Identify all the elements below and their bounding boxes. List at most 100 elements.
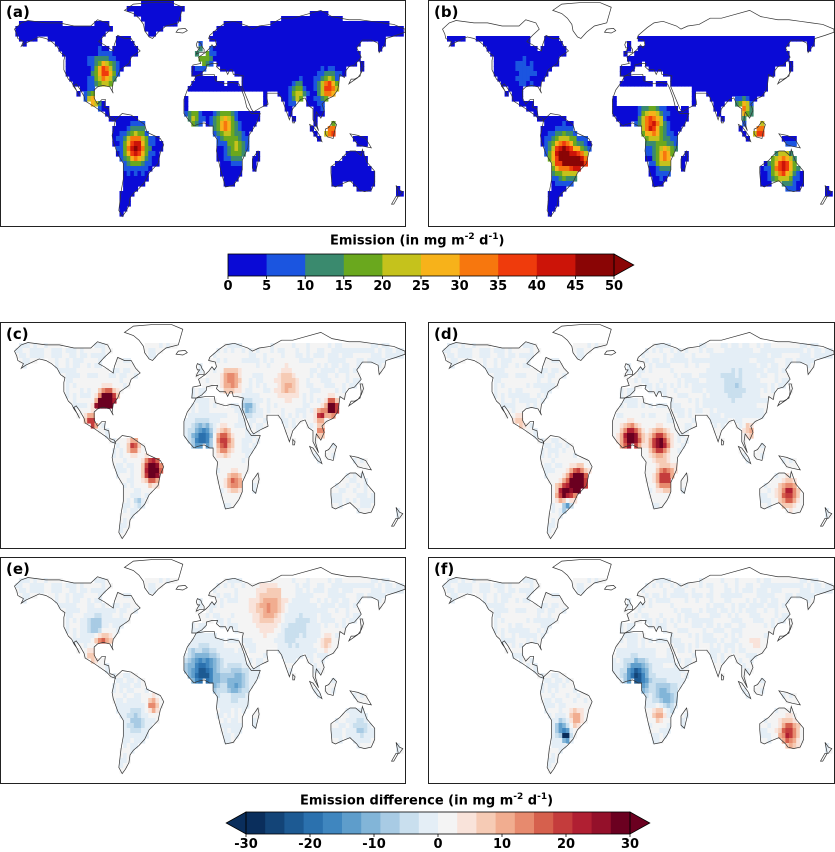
heatmap-cell bbox=[763, 358, 768, 364]
heatmap-cell bbox=[555, 116, 560, 122]
heatmap-cell bbox=[72, 373, 78, 379]
heatmap-cell bbox=[76, 358, 81, 364]
heatmap-cell bbox=[317, 378, 322, 384]
heatmap-cell bbox=[220, 86, 225, 92]
heatmap-cell bbox=[331, 503, 336, 509]
heatmap-cell bbox=[234, 363, 239, 369]
heatmap-cell bbox=[223, 171, 228, 177]
heatmap-cell bbox=[108, 76, 113, 82]
heatmap-cell bbox=[234, 61, 239, 67]
heatmap-cell bbox=[306, 81, 311, 87]
heatmap-cell bbox=[295, 66, 300, 72]
heatmap-cell bbox=[108, 438, 113, 444]
heatmap-cell bbox=[756, 353, 761, 359]
heatmap-cell bbox=[381, 41, 386, 47]
heatmap-cell bbox=[637, 438, 642, 444]
heatmap-cell bbox=[655, 151, 660, 157]
heatmap-cell bbox=[123, 146, 128, 152]
heatmap-cell bbox=[320, 71, 325, 77]
heatmap-cell bbox=[212, 443, 218, 449]
heatmap-cell bbox=[745, 413, 750, 419]
heatmap-cell bbox=[352, 478, 358, 484]
heatmap-cell bbox=[745, 81, 750, 87]
heatmap-cell bbox=[245, 448, 250, 454]
heatmap-cell bbox=[345, 478, 350, 484]
heatmap-cell bbox=[266, 408, 271, 414]
heatmap-cell bbox=[767, 363, 772, 369]
heatmap-cell bbox=[727, 413, 732, 419]
heatmap-cell bbox=[670, 418, 675, 424]
heatmap-cell bbox=[338, 363, 343, 369]
heatmap-cell bbox=[356, 478, 361, 484]
heatmap-cell bbox=[551, 373, 556, 379]
heatmap-cell bbox=[202, 423, 207, 429]
heatmap-cell bbox=[309, 388, 315, 394]
heatmap-cell bbox=[684, 51, 689, 57]
heatmap-cell bbox=[501, 348, 506, 354]
heatmap-cell bbox=[677, 111, 682, 117]
heatmap-cell bbox=[623, 116, 628, 122]
heatmap-cell bbox=[731, 383, 736, 389]
heatmap-cell bbox=[223, 26, 228, 32]
heatmap-cell bbox=[324, 66, 329, 72]
heatmap-cell bbox=[223, 438, 228, 444]
heatmap-cell bbox=[641, 373, 646, 379]
heatmap-cell bbox=[209, 51, 214, 57]
heatmap-cell bbox=[320, 36, 325, 42]
heatmap-cell bbox=[547, 378, 552, 384]
heatmap-cell bbox=[306, 46, 311, 52]
heatmap-cell bbox=[396, 513, 401, 519]
heatmap-cell bbox=[655, 56, 660, 62]
heatmap-cell bbox=[558, 136, 563, 142]
heatmap-cell bbox=[352, 383, 358, 389]
heatmap-cell bbox=[238, 458, 243, 464]
heatmap-cell bbox=[349, 36, 354, 42]
heatmap-cell bbox=[194, 81, 200, 87]
heatmap-cell bbox=[313, 81, 318, 87]
heatmap-cell bbox=[655, 36, 660, 42]
heatmap-cell bbox=[519, 403, 524, 409]
heatmap-cell bbox=[630, 81, 635, 87]
heatmap-cell bbox=[90, 51, 95, 57]
heatmap-cell bbox=[216, 428, 221, 434]
heatmap-cell bbox=[724, 36, 729, 42]
heatmap-cell bbox=[713, 71, 718, 77]
heatmap-cell bbox=[281, 348, 286, 354]
heatmap-cell bbox=[119, 191, 124, 197]
heatmap-cell bbox=[220, 438, 225, 444]
heatmap-cell bbox=[673, 106, 678, 112]
heatmap-cell bbox=[288, 86, 293, 92]
heatmap-cell bbox=[112, 46, 117, 52]
heatmap-cell bbox=[630, 438, 635, 444]
heatmap-cell bbox=[255, 473, 261, 479]
heatmap-cell bbox=[663, 151, 668, 157]
heatmap-cell bbox=[284, 66, 289, 72]
heatmap-cell bbox=[727, 56, 732, 62]
heatmap-cell bbox=[677, 126, 682, 132]
heatmap-cell bbox=[760, 51, 765, 57]
heatmap-cell bbox=[753, 358, 758, 364]
heatmap-cell bbox=[684, 66, 689, 72]
heatmap-cell bbox=[259, 348, 264, 354]
heatmap-cell bbox=[334, 483, 340, 489]
heatmap-cell bbox=[702, 61, 707, 67]
heatmap-cell bbox=[277, 41, 282, 47]
heatmap-cell bbox=[87, 353, 92, 359]
heatmap-cell bbox=[681, 428, 686, 434]
heatmap-cell bbox=[724, 41, 729, 47]
heatmap-cell bbox=[87, 36, 92, 42]
heatmap-cell bbox=[778, 176, 783, 182]
heatmap-cell bbox=[688, 408, 693, 414]
heatmap-cell bbox=[259, 76, 264, 82]
heatmap-cell bbox=[781, 41, 786, 47]
heatmap-cell bbox=[738, 126, 743, 132]
heatmap-cell bbox=[655, 171, 660, 177]
heatmap-cell bbox=[781, 136, 786, 142]
heatmap-cell bbox=[299, 343, 304, 349]
heatmap-cell bbox=[141, 498, 146, 504]
heatmap-cell bbox=[684, 151, 689, 157]
heatmap-cell bbox=[159, 26, 164, 32]
heatmap-cell bbox=[352, 31, 358, 37]
heatmap-cell bbox=[537, 388, 542, 394]
heatmap-cell bbox=[691, 403, 696, 409]
